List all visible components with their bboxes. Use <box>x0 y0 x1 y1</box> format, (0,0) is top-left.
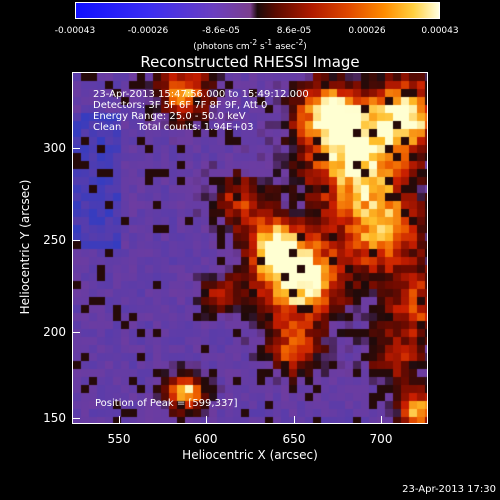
x-tick-label: 600 <box>194 432 218 446</box>
y-tick-label: 250 <box>43 233 66 247</box>
x-tick-label: 700 <box>369 432 393 446</box>
x-tick-mark <box>206 416 207 424</box>
x-tick-label: 650 <box>282 432 306 446</box>
annotation-detectors: Detectors: 3F 5F 6F 7F 8F 9F, Att 0 <box>93 100 268 111</box>
y-tick-mark <box>72 418 80 419</box>
x-tick-mark <box>119 416 120 424</box>
y-tick-label: 150 <box>43 411 66 425</box>
x-tick-label: 550 <box>107 432 131 446</box>
timestamp: 23-Apr-2013 17:30 <box>402 484 496 495</box>
rhessi-heatmap <box>73 73 427 423</box>
annotation-time-range: 23-Apr-2013 15:47:56.000 to 15:49:12.000 <box>93 89 309 100</box>
annotation-peak: Position of Peak = [599,337] <box>95 398 238 409</box>
colorbar-tick: 0.00043 <box>421 26 459 36</box>
annotation-clean: Clean Total counts: 1.94E+03 <box>93 122 254 133</box>
y-tick-mark <box>72 332 80 333</box>
colorbar-tick: 0.00026 <box>348 26 386 36</box>
y-tick-label: 200 <box>43 325 66 339</box>
colorbar-units: (photons cm-2 s-1 asec-2) <box>193 38 307 52</box>
x-tick-mark <box>294 416 295 424</box>
colorbar-tick: 8.6e-05 <box>276 26 312 36</box>
y-tick-label: 300 <box>43 141 66 155</box>
annotation-energy: Energy Range: 25.0 - 50.0 keV <box>93 111 246 122</box>
y-tick-mark <box>72 240 80 241</box>
colorbar <box>75 2 440 19</box>
x-tick-mark <box>381 416 382 424</box>
colorbar-tick: -0.00043 <box>54 26 96 36</box>
x-axis-label: Heliocentric X (arcsec) <box>182 448 318 462</box>
image-plot: 23-Apr-2013 15:47:56.000 to 15:49:12.000… <box>72 72 428 424</box>
y-tick-mark <box>72 148 80 149</box>
plot-title: Reconstructed RHESSI Image <box>140 53 360 71</box>
y-axis-label: Heliocentric Y (arcsec) <box>18 179 32 315</box>
colorbar-tick: -8.6e-05 <box>202 26 240 36</box>
colorbar-tick: -0.00026 <box>127 26 169 36</box>
